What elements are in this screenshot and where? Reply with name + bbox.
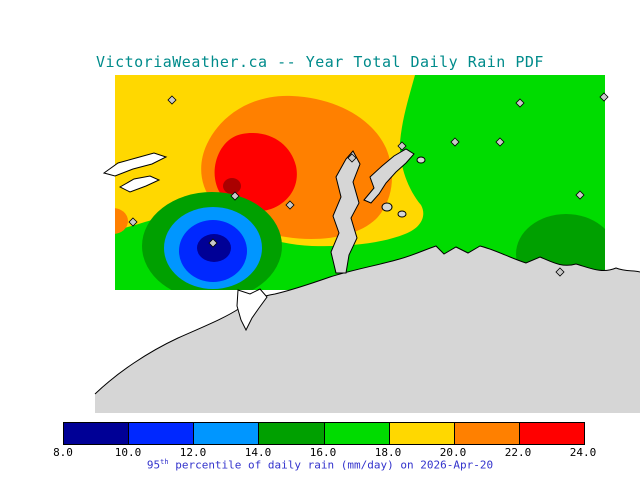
caption-prefix: 95: [146, 458, 161, 472]
colorbar-segment-18-20: [388, 423, 454, 444]
colorbar-tick-label: 18.0: [374, 446, 402, 459]
caption-rest: percentile of daily rain (mm/day) on 202…: [168, 458, 494, 472]
station-marker-diamond: [208, 238, 218, 248]
colorbar-segment-8-10: [64, 423, 129, 444]
station-marker-diamond: [285, 200, 295, 210]
colorbar-tick-label: 20.0: [439, 446, 467, 459]
island-west-2: [118, 175, 161, 193]
colorbar-segment-14-16: [258, 423, 324, 444]
station-marker-diamond: [495, 137, 505, 147]
station-marker-diamond: [347, 153, 357, 163]
colorbar-segment-12-14: [193, 423, 259, 444]
colorbar-ticks: 8.0 10.0 12.0 14.0 16.0 18.0 20.0 22.0 24.0: [53, 446, 596, 459]
caption-superscript: th: [160, 458, 169, 466]
land-mainland: [95, 246, 640, 413]
station-marker-diamond: [555, 267, 565, 277]
colorbar-tick-label: 12.0: [179, 446, 207, 459]
station-marker-diamond: [450, 137, 460, 147]
colorbar-segment-16-18: [323, 423, 389, 444]
station-markers: [128, 92, 609, 277]
island-west-1: [102, 152, 168, 177]
land-saanich-peninsula: [330, 150, 361, 274]
contour-region-20-22-west: [115, 208, 128, 234]
colorbar-tick-label: 10.0: [114, 446, 142, 459]
contour-region-8-10: [197, 234, 231, 262]
coastline-mainland: [94, 245, 640, 395]
land-islet-3: [416, 156, 426, 164]
land-gulf-island: [363, 148, 415, 204]
colorbar-tick-label: 8.0: [53, 446, 73, 459]
colorbar: [63, 422, 585, 445]
station-marker-diamond: [515, 98, 525, 108]
station-marker-diamond: [397, 141, 407, 151]
colorbar-tick-label: 22.0: [504, 446, 532, 459]
station-marker-diamond: [575, 190, 585, 200]
station-marker-diamond: [599, 92, 609, 102]
chart-title: VictoriaWeather.ca -- Year Total Daily R…: [96, 53, 544, 71]
colorbar-segment-22-24: [518, 423, 584, 444]
colorbar-tick-label: 16.0: [309, 446, 337, 459]
land-islet-1: [381, 202, 393, 212]
colorbar-segment-10-12: [128, 423, 194, 444]
station-marker-diamond: [167, 95, 177, 105]
colorbar-tick-label: 24.0: [569, 446, 597, 459]
colorbar-caption: 95th percentile of daily rain (mm/day) o…: [0, 458, 640, 472]
station-marker-diamond: [128, 217, 138, 227]
colorbar-segment-20-22: [453, 423, 519, 444]
land-south-tip: [236, 288, 268, 332]
colorbar-tick-label: 14.0: [244, 446, 272, 459]
contour-region-24plus: [223, 178, 241, 194]
station-marker-diamond: [230, 191, 240, 201]
land-islet-2: [397, 210, 407, 218]
